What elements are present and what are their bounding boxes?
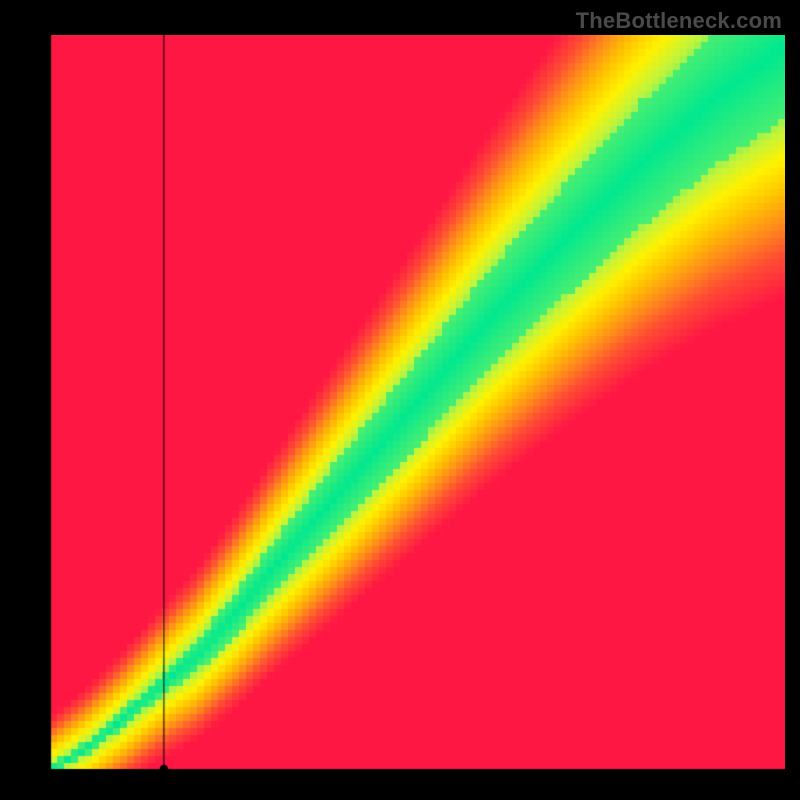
figure-container: TheBottleneck.com bbox=[0, 0, 800, 800]
heatmap-canvas bbox=[50, 35, 785, 770]
watermark-text: TheBottleneck.com bbox=[576, 8, 782, 34]
